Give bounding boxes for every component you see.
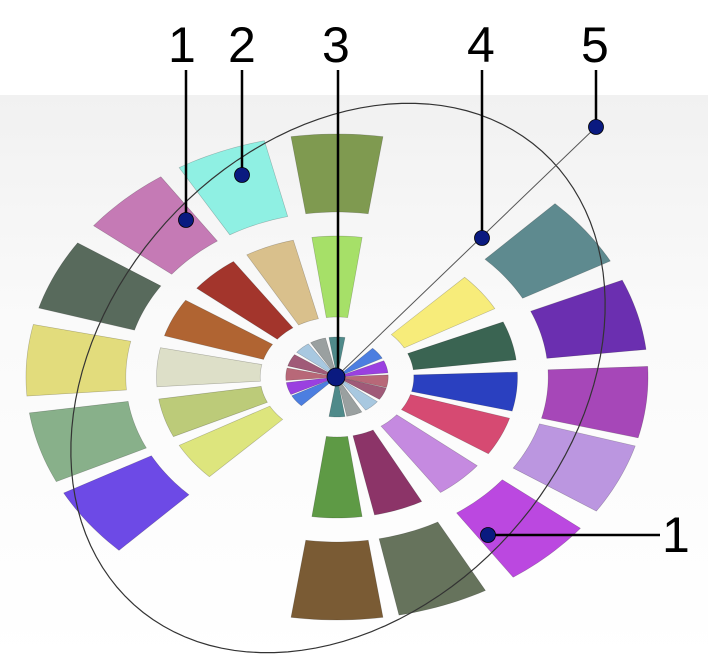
outer-ring-segment [178, 140, 289, 236]
middle-ring-segment [164, 299, 274, 360]
label-3: 3 [322, 17, 350, 73]
label-1-bottom: 1 [662, 507, 690, 563]
label-1: 1 [168, 17, 196, 73]
label-4: 4 [467, 17, 495, 73]
marker-point [474, 230, 490, 246]
outer-ring-segment [63, 455, 190, 551]
outer-ring-segment [512, 423, 636, 512]
middle-ring-segment [352, 429, 423, 516]
middle-ring-segment [390, 276, 496, 349]
middle-ring-segment [411, 371, 518, 412]
radial-line [335, 126, 597, 378]
outer-ring-segment [93, 176, 218, 275]
middle-ring-segment [246, 239, 319, 326]
outer-ring-segment [456, 479, 581, 578]
outer-ring-segment [38, 242, 162, 331]
outer-ring-segment [541, 366, 649, 439]
middle-ring-segment [407, 321, 517, 371]
middle-ring-segment [380, 414, 478, 493]
middle-ring-segment [156, 347, 263, 388]
label-2: 2 [228, 17, 256, 73]
marker-point [234, 167, 250, 183]
marker-point [178, 212, 194, 228]
middle-ring-segment [196, 261, 294, 340]
marker-point [480, 527, 496, 543]
marker-point [326, 367, 346, 387]
outer-ring-segment [378, 521, 486, 616]
label-5: 5 [581, 17, 609, 73]
outer-ellipse [70, 102, 606, 654]
marker-point [588, 119, 604, 135]
middle-ring-segment [311, 436, 363, 519]
outer-ring-segment [530, 279, 647, 359]
middle-ring-segment [400, 394, 510, 455]
middle-ring-segment [158, 386, 268, 437]
outer-ring-segment [484, 203, 611, 299]
outer-ring-segment [25, 324, 132, 397]
middle-ring-segment [178, 405, 284, 478]
outer-ring-segment [290, 539, 384, 621]
outer-ring-segment [29, 401, 147, 482]
